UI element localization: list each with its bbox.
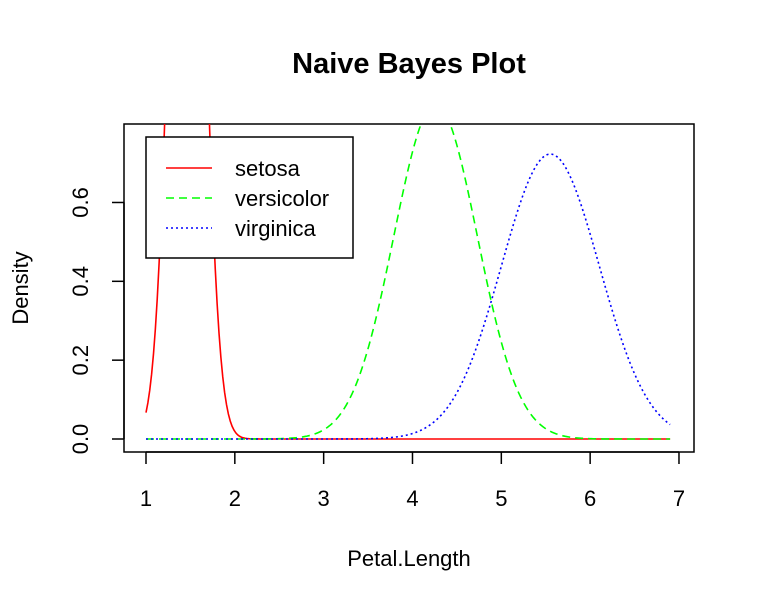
x-tick-label: 7 [673, 486, 685, 511]
x-tick-label: 1 [140, 486, 152, 511]
x-axis-label: Petal.Length [347, 546, 471, 571]
y-tick-label: 0.6 [68, 187, 93, 218]
x-tick-label: 4 [406, 486, 418, 511]
x-tick-label: 2 [229, 486, 241, 511]
legend-label-setosa: setosa [235, 156, 301, 181]
legend: setosa versicolor virginica [145, 136, 354, 259]
y-tick-label: 0.0 [68, 424, 93, 455]
x-tick-label: 6 [584, 486, 596, 511]
legend-label-versicolor: versicolor [235, 186, 329, 211]
legend-label-virginica: virginica [235, 216, 316, 241]
y-axis-label: Density [8, 251, 33, 324]
y-tick-label: 0.2 [68, 345, 93, 376]
series-line-versicolor [146, 124, 671, 440]
y-axis: 0.0 0.2 0.4 0.6 [68, 187, 125, 455]
series-line-virginica [146, 153, 671, 440]
x-axis: 1 2 3 4 5 6 7 [140, 451, 685, 511]
chart-title: Naive Bayes Plot [292, 48, 526, 80]
y-tick-label: 0.4 [68, 266, 93, 297]
series-lines [145, 124, 671, 440]
x-tick-label: 5 [495, 486, 507, 511]
x-tick-label: 3 [318, 486, 330, 511]
